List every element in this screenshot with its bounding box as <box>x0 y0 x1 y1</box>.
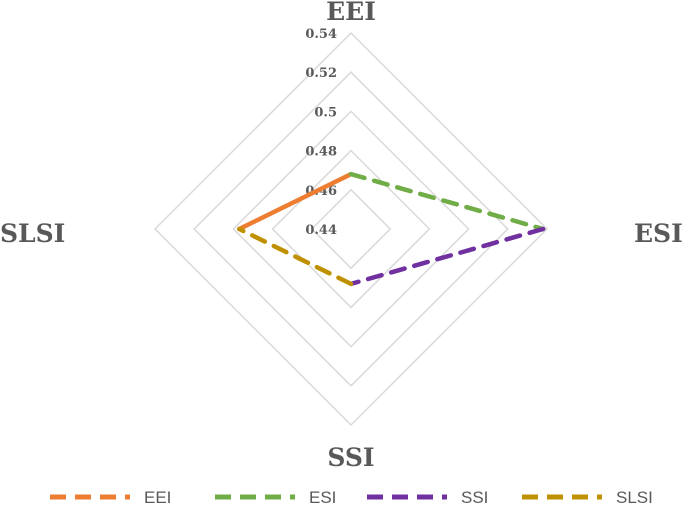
series-line-ssi <box>348 226 546 287</box>
axis-label-slsi: SLSI <box>0 219 65 248</box>
legend-label: SSI <box>461 488 488 507</box>
radar-grid <box>153 31 549 427</box>
tick-label: 0.44 <box>305 223 337 238</box>
legend-item-eei: EEI <box>50 488 171 507</box>
series-line-eei <box>237 171 354 232</box>
grid-ring <box>232 110 470 348</box>
grid-ring <box>271 149 431 309</box>
legend-label: EEI <box>144 488 171 507</box>
legend-label: SLSI <box>616 488 653 507</box>
legend-item-slsi: SLSI <box>522 488 653 507</box>
legend-label: ESI <box>309 488 336 507</box>
series-lines <box>237 171 546 287</box>
grid-ring <box>153 31 549 427</box>
grid-ring <box>193 71 509 387</box>
axis-label-esi: ESI <box>634 219 683 248</box>
series-line-esi <box>348 171 546 232</box>
grid-ring <box>310 188 392 270</box>
radial-tick-labels: 0.440.460.480.50.520.54 <box>305 27 337 238</box>
legend-item-ssi: SSI <box>367 488 488 507</box>
axis-label-eei: EEI <box>326 0 376 26</box>
legend: EEI ESI SSI SLSI <box>50 488 653 507</box>
axis-label-ssi: SSI <box>327 443 374 472</box>
legend-item-esi: ESI <box>215 488 336 507</box>
tick-label: 0.48 <box>305 145 337 160</box>
series-line-slsi <box>237 226 354 287</box>
tick-label: 0.5 <box>314 105 337 120</box>
tick-label: 0.54 <box>305 27 337 42</box>
tick-label: 0.52 <box>305 66 337 81</box>
